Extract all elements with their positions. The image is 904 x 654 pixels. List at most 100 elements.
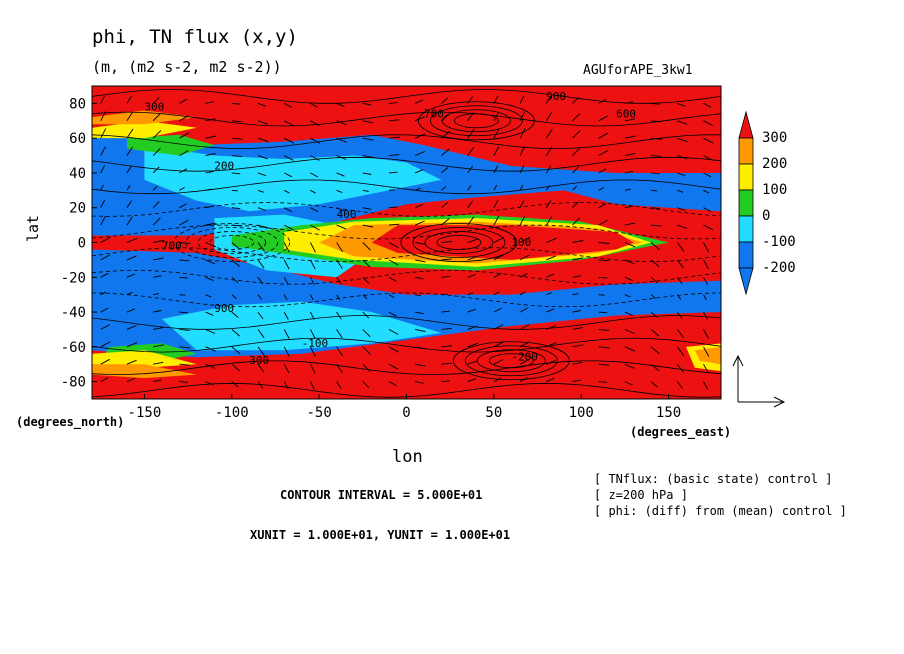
flux-vector [257, 224, 268, 229]
flux-vector [283, 172, 293, 178]
flux-vector [415, 328, 426, 332]
flux-vector [205, 294, 212, 298]
x-tick-label: 50 [485, 405, 502, 421]
flux-vector [100, 307, 109, 313]
flux-vector [152, 166, 160, 174]
flux-vector [231, 172, 241, 175]
flux-vector [598, 259, 610, 262]
flux-vector [441, 380, 450, 383]
flux-vector [283, 207, 293, 213]
flux-vector [519, 254, 530, 261]
colorbar-label: 300 [762, 130, 787, 146]
note-tnflux: [ TNflux: (basic state) control ] [594, 472, 833, 486]
y-tick-label: 40 [69, 166, 86, 182]
contour-label: -200 [511, 351, 538, 364]
contour-ring-south-polar-high [464, 345, 558, 377]
flux-vector [205, 276, 214, 282]
flux-vector [546, 237, 557, 243]
flux-vector [100, 377, 109, 382]
flux-vector [362, 155, 374, 158]
flux-vector [572, 257, 583, 261]
flux-vector [598, 276, 608, 279]
flux-vector [336, 120, 347, 126]
flux-vector [650, 242, 660, 250]
x-tick-label: 150 [656, 405, 681, 421]
field-cyan-north [144, 145, 442, 212]
flux-vector [100, 272, 109, 278]
flux-vector [415, 346, 427, 350]
flux-vector [231, 207, 241, 210]
flux-vector [388, 136, 401, 139]
contour-ring-north-polar-high [429, 105, 523, 137]
flux-vector [545, 111, 553, 122]
flux-vector [310, 311, 315, 320]
flux-vector [205, 170, 214, 174]
flux-vector [677, 137, 688, 143]
flux-vector [362, 259, 371, 268]
flux-vector [703, 224, 713, 231]
flux-vector [598, 311, 608, 314]
flux-vector [388, 276, 397, 282]
contour-label: 100 [511, 236, 531, 249]
flux-vector [336, 346, 343, 357]
flux-vector [624, 222, 636, 226]
flux-vector [126, 273, 135, 278]
colorbar-label: 100 [762, 182, 787, 198]
flux-vector [519, 272, 528, 278]
contour-interval: CONTOUR INTERVAL = 5.000E+01 [280, 488, 483, 502]
chart-units: (m, (m2 s-2, m2 s-2)) [92, 58, 282, 76]
flux-vector [676, 294, 682, 300]
flux-vector [676, 277, 683, 285]
flux-vector [441, 186, 447, 191]
contour-line [92, 247, 721, 263]
flux-vector [441, 310, 450, 313]
contour-label: 300 [249, 354, 269, 367]
flux-vector [126, 185, 131, 191]
contour-ring-equatorial-high [400, 223, 518, 262]
flux-vector [519, 307, 528, 313]
flux-vector [283, 120, 294, 126]
flux-vector [598, 115, 608, 122]
flux-vector [205, 242, 216, 248]
flux-vector [415, 311, 424, 315]
contour-line [92, 111, 721, 127]
flux-vector [415, 381, 424, 384]
x-tick-label: 0 [402, 405, 410, 421]
flux-vector [231, 224, 243, 227]
flux-vector [519, 291, 526, 296]
flux-vector [257, 189, 264, 193]
flux-vector [415, 169, 424, 174]
contour-label: 700 [162, 239, 182, 252]
flux-vector [257, 120, 268, 125]
x-tick-label: 100 [569, 405, 594, 421]
flux-vector [650, 346, 660, 355]
flux-vector [205, 346, 216, 352]
flux-vector [100, 236, 111, 243]
flux-vector [231, 189, 238, 192]
flux-vector [283, 259, 290, 270]
flux-vector [703, 172, 712, 178]
flux-vector [257, 311, 264, 320]
flux-vector [493, 111, 500, 122]
flux-vector [624, 170, 634, 174]
flux-vector [624, 294, 631, 298]
flux-vector [703, 277, 708, 285]
flux-vector [205, 101, 214, 104]
field-yellow-south [92, 350, 197, 368]
flux-vector [336, 224, 347, 230]
flux-vector [651, 207, 660, 210]
flux-vector [703, 346, 710, 357]
contour-line [92, 179, 721, 195]
flux-vector [336, 329, 343, 339]
flux-vector [336, 207, 345, 212]
flux-vector [100, 184, 104, 191]
flux-vector [703, 207, 712, 213]
flux-vector [598, 132, 609, 139]
flux-vector [388, 189, 396, 191]
flux-vector [100, 165, 105, 174]
flux-vector [179, 276, 188, 279]
flux-vector [493, 307, 502, 313]
colorbar-label: 0 [762, 208, 770, 224]
flux-vector [336, 102, 345, 108]
flux-vector [388, 102, 398, 104]
